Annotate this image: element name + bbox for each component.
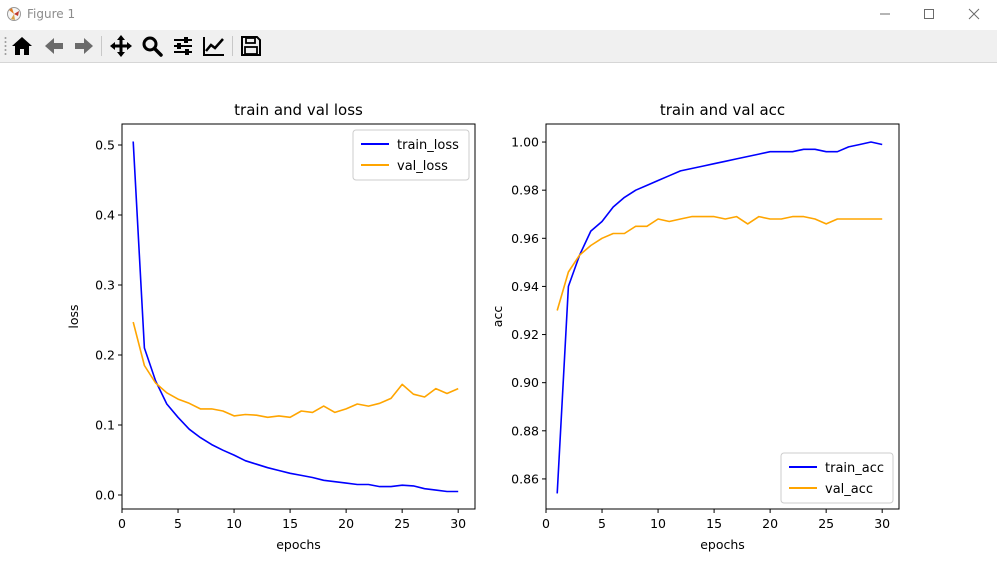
series-line-val-acc [556, 215, 883, 311]
y-tick-label: 0.5 [95, 138, 115, 153]
y-tick-label: 0.1 [95, 418, 115, 433]
x-tick-label: 10 [650, 516, 666, 531]
acc-x-axis-label: epochs [700, 537, 745, 552]
x-tick-label: 30 [450, 516, 466, 531]
x-tick-label: 0 [542, 516, 550, 531]
legend-val-acc-label: val_acc [825, 482, 873, 497]
toolbar-separator [101, 36, 102, 56]
save-icon [241, 36, 261, 56]
y-tick-label: 0.98 [511, 183, 539, 198]
x-tick-label: 30 [874, 516, 890, 531]
y-tick-label: 0.3 [95, 278, 115, 293]
save-button[interactable] [238, 34, 264, 58]
x-tick-label: 25 [818, 516, 834, 531]
legend-train-loss-label: train_loss [397, 138, 459, 153]
loss-chart-title: train and val loss [234, 101, 363, 119]
y-tick-label: 0.2 [95, 348, 115, 363]
x-tick-label: 5 [598, 516, 606, 531]
loss-series-lines [132, 141, 459, 493]
acc-chart-title: train and val acc [660, 101, 785, 119]
x-tick-label: 0 [118, 516, 126, 531]
window-titlebar: Figure 1 [0, 0, 997, 28]
series-line-val-loss [132, 321, 459, 419]
home-button[interactable] [9, 34, 35, 58]
acc-subplot: train and val acc epochs acc 0 5 10 15 20 25 3… [490, 101, 900, 552]
close-button[interactable] [951, 0, 997, 28]
acc-legend-box [780, 452, 894, 504]
y-tick-label: 0.96 [511, 231, 539, 246]
configure-subplots-button[interactable] [170, 34, 196, 58]
toolbar-grip-icon [4, 37, 7, 55]
forward-arrow-icon [75, 38, 93, 54]
back-button[interactable] [41, 34, 67, 58]
zoom-icon [142, 36, 163, 57]
y-tick-label: 0.86 [511, 471, 539, 486]
loss-legend-box [352, 129, 470, 181]
acc-axes-frame [545, 123, 900, 510]
y-tick-label: 0.88 [511, 423, 539, 438]
legend-val-loss-label: val_loss [397, 159, 448, 174]
toolbar-separator [232, 36, 233, 56]
loss-axes-frame [121, 123, 476, 510]
maximize-icon [924, 9, 934, 19]
loss-ticks: 0 5 10 15 20 25 30 0.0 0.1 0.2 0.3 0.4 0.5 [95, 138, 466, 532]
window-title: Figure 1 [27, 7, 76, 21]
x-tick-label: 5 [174, 516, 182, 531]
x-tick-label: 20 [762, 516, 778, 531]
minimize-icon [880, 13, 890, 15]
zoom-button[interactable] [139, 34, 165, 58]
figure-svg: train and val loss epochs loss 0 5 10 15 20 2… [66, 101, 900, 552]
y-tick-label: 0.0 [95, 488, 115, 503]
loss-legend: train_loss val_loss [352, 129, 470, 181]
y-tick-label: 0.4 [95, 208, 115, 223]
y-tick-label: 0.92 [511, 327, 539, 342]
home-icon [12, 37, 32, 55]
close-icon [968, 8, 980, 20]
maximize-button[interactable] [906, 0, 952, 28]
y-tick-label: 1.00 [511, 135, 539, 150]
forward-button[interactable] [71, 34, 97, 58]
acc-legend: train_acc val_acc [780, 452, 894, 504]
x-tick-label: 20 [338, 516, 354, 531]
loss-subplot: train and val loss epochs loss 0 5 10 15 20 2… [66, 101, 476, 552]
y-tick-label: 0.90 [511, 375, 539, 390]
acc-y-axis-label: acc [490, 306, 505, 328]
edit-axis-icon [203, 37, 224, 56]
navigation-toolbar [0, 30, 997, 63]
minimize-button[interactable] [862, 0, 908, 28]
loss-x-axis-label: epochs [276, 537, 321, 552]
pan-icon [110, 35, 132, 57]
x-tick-label: 15 [282, 516, 298, 531]
x-tick-label: 15 [706, 516, 722, 531]
back-arrow-icon [45, 38, 63, 54]
edit-axis-button[interactable] [201, 34, 227, 58]
acc-series-lines [556, 141, 883, 494]
matplotlib-app-icon [7, 7, 21, 21]
configure-subplots-icon [174, 37, 192, 55]
y-tick-label: 0.94 [511, 279, 539, 294]
legend-train-acc-label: train_acc [825, 461, 884, 476]
pan-button[interactable] [108, 34, 134, 58]
acc-ticks: 0 5 10 15 20 25 30 0.86 0.88 0.90 0.92 0.94 0.96 0.98… [511, 135, 890, 531]
loss-y-axis-label: loss [66, 304, 81, 328]
x-tick-label: 25 [394, 516, 410, 531]
x-tick-label: 10 [226, 516, 242, 531]
figure-canvas[interactable]: train and val loss epochs loss 0 5 10 15 20 2… [0, 63, 997, 560]
series-line-train-acc [556, 141, 883, 494]
series-line-train-loss [132, 141, 459, 493]
